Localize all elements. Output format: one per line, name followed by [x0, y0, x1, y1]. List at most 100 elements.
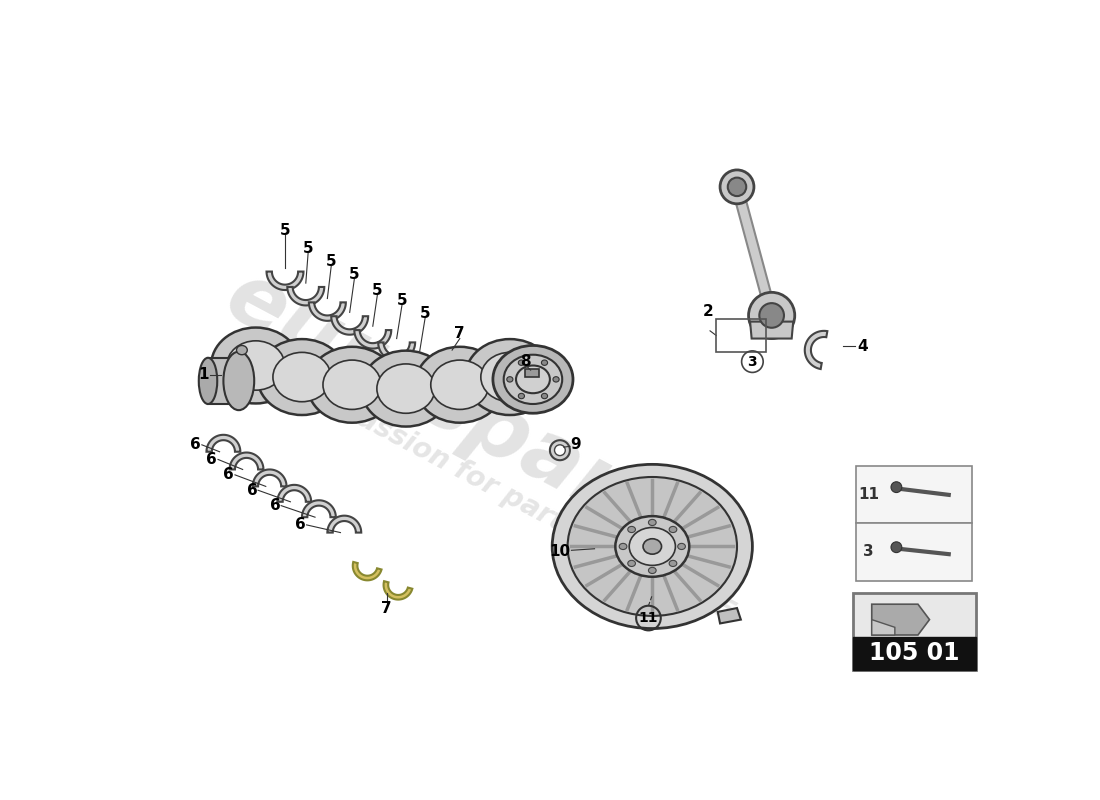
Bar: [279, 358, 301, 385]
Text: 1: 1: [198, 367, 209, 382]
Bar: [526, 370, 539, 377]
Text: 7: 7: [454, 326, 465, 341]
Text: 3: 3: [748, 354, 757, 369]
Ellipse shape: [211, 327, 300, 403]
Ellipse shape: [669, 560, 676, 566]
Polygon shape: [301, 500, 336, 517]
Text: 3: 3: [864, 544, 874, 559]
Text: 11: 11: [639, 611, 658, 625]
Text: 11: 11: [858, 486, 879, 502]
Text: 8: 8: [520, 354, 530, 369]
Ellipse shape: [728, 178, 746, 196]
Polygon shape: [309, 302, 345, 321]
Polygon shape: [287, 287, 324, 306]
Text: 2: 2: [703, 304, 714, 319]
Ellipse shape: [236, 346, 248, 354]
Polygon shape: [207, 435, 241, 452]
Bar: [429, 373, 460, 401]
Polygon shape: [805, 331, 827, 369]
Polygon shape: [230, 453, 264, 470]
Ellipse shape: [465, 339, 554, 415]
Text: 5: 5: [349, 267, 360, 282]
Polygon shape: [354, 330, 392, 349]
Polygon shape: [331, 316, 368, 334]
Ellipse shape: [361, 350, 451, 426]
Text: 5: 5: [397, 293, 407, 307]
Ellipse shape: [541, 394, 548, 398]
Ellipse shape: [481, 352, 539, 402]
Ellipse shape: [507, 377, 513, 382]
Ellipse shape: [554, 445, 565, 455]
Text: 6: 6: [207, 452, 217, 467]
Ellipse shape: [628, 526, 636, 533]
Bar: [852, 638, 976, 670]
Ellipse shape: [568, 477, 737, 616]
Ellipse shape: [199, 358, 218, 404]
Text: 6: 6: [295, 518, 306, 532]
Ellipse shape: [669, 526, 676, 533]
Ellipse shape: [273, 352, 331, 402]
Bar: [852, 593, 976, 670]
Ellipse shape: [759, 303, 784, 328]
Bar: [375, 373, 406, 401]
Polygon shape: [402, 354, 438, 373]
Ellipse shape: [552, 464, 752, 629]
Ellipse shape: [257, 339, 346, 415]
Bar: [716, 319, 767, 352]
Text: a passion for parts since 1985: a passion for parts since 1985: [310, 381, 740, 627]
Ellipse shape: [415, 346, 505, 422]
Text: 5: 5: [372, 282, 383, 298]
Text: 6: 6: [223, 467, 234, 482]
Polygon shape: [328, 516, 361, 533]
Ellipse shape: [518, 394, 525, 398]
Polygon shape: [384, 581, 412, 599]
Ellipse shape: [307, 346, 397, 422]
Ellipse shape: [891, 542, 902, 553]
Text: 5: 5: [326, 254, 337, 269]
Ellipse shape: [891, 482, 902, 493]
Ellipse shape: [493, 346, 573, 414]
Text: 6: 6: [270, 498, 280, 513]
Text: 10: 10: [549, 544, 571, 559]
Polygon shape: [253, 470, 286, 486]
Ellipse shape: [223, 352, 254, 410]
Polygon shape: [353, 562, 382, 580]
Ellipse shape: [541, 360, 548, 366]
Bar: [483, 367, 510, 394]
Ellipse shape: [748, 292, 794, 338]
Bar: [208, 358, 239, 404]
Text: 6: 6: [190, 438, 201, 452]
Ellipse shape: [377, 364, 434, 414]
Ellipse shape: [619, 543, 627, 550]
Bar: [856, 523, 972, 581]
Ellipse shape: [431, 360, 488, 410]
Polygon shape: [750, 322, 793, 338]
Ellipse shape: [678, 543, 685, 550]
Polygon shape: [871, 604, 930, 635]
Ellipse shape: [644, 538, 661, 554]
Text: eurospares: eurospares: [211, 255, 732, 584]
Ellipse shape: [516, 366, 550, 394]
Text: 6: 6: [246, 482, 257, 498]
Text: 5: 5: [302, 241, 313, 256]
Ellipse shape: [615, 516, 690, 577]
Polygon shape: [871, 619, 895, 635]
Ellipse shape: [227, 341, 285, 390]
Ellipse shape: [323, 360, 381, 410]
Polygon shape: [277, 485, 311, 502]
Bar: [326, 367, 352, 394]
Ellipse shape: [649, 567, 656, 574]
Ellipse shape: [518, 360, 525, 366]
Text: 4: 4: [857, 338, 868, 354]
Text: 5: 5: [420, 306, 430, 321]
Polygon shape: [266, 271, 304, 290]
Polygon shape: [717, 608, 741, 623]
Ellipse shape: [628, 560, 636, 566]
Text: 5: 5: [279, 223, 290, 238]
Ellipse shape: [553, 377, 559, 382]
Ellipse shape: [504, 354, 562, 404]
Polygon shape: [378, 342, 415, 361]
Bar: [856, 466, 972, 523]
Ellipse shape: [720, 170, 754, 204]
Ellipse shape: [649, 519, 656, 526]
